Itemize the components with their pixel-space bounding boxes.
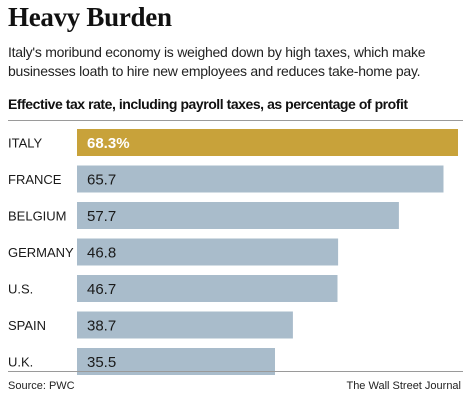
category-label: ITALY xyxy=(8,136,43,151)
value-label: 57.7 xyxy=(87,208,116,225)
chart-heading: Effective tax rate, including payroll ta… xyxy=(8,96,408,112)
bar-france xyxy=(77,165,444,193)
value-label: 68.3% xyxy=(87,135,130,152)
value-label: 35.5 xyxy=(87,354,116,371)
bar-belgium xyxy=(77,202,399,229)
category-label: FRANCE xyxy=(8,172,62,187)
value-label: 46.8 xyxy=(87,245,116,262)
value-label: 65.7 xyxy=(87,172,116,189)
category-label: U.K. xyxy=(8,355,33,370)
category-label: BELGIUM xyxy=(8,209,67,224)
value-label: 38.7 xyxy=(87,318,116,335)
value-label: 46.7 xyxy=(87,281,116,298)
bar-spain xyxy=(77,311,293,339)
category-label: U.S. xyxy=(8,282,33,297)
bar-italy xyxy=(77,129,458,156)
source-note: Source: PWC xyxy=(8,380,75,392)
divider-rule xyxy=(8,371,463,372)
chart-title: Heavy Burden xyxy=(8,2,172,32)
chart-subtitle: Italy's moribund economy is weighed down… xyxy=(8,44,426,79)
category-label: GERMANY xyxy=(8,245,74,260)
bar-us xyxy=(77,275,338,302)
publisher-credit: The Wall Street Journal xyxy=(346,380,461,392)
bar-germany xyxy=(77,238,339,266)
category-label: SPAIN xyxy=(8,318,46,333)
divider-rule xyxy=(8,120,463,121)
bar-uk xyxy=(77,348,275,375)
